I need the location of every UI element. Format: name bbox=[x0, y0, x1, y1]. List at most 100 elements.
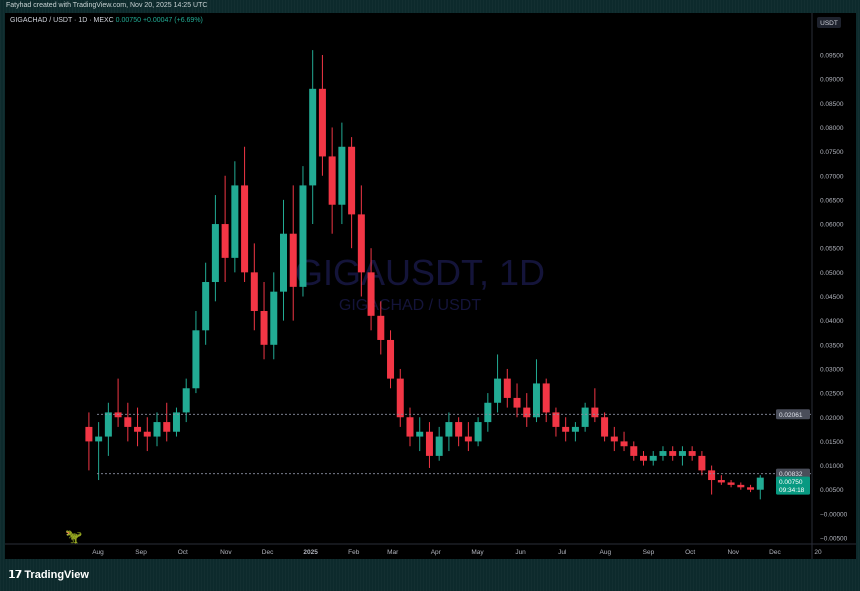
price-tick-label: 0.09000 bbox=[820, 77, 844, 84]
candle-body bbox=[231, 185, 239, 258]
candle-body bbox=[610, 436, 618, 442]
candle bbox=[494, 354, 502, 413]
candle-body bbox=[367, 272, 375, 316]
time-tick-label: Oct bbox=[178, 549, 188, 556]
tradingview-brand: TradingView bbox=[24, 568, 89, 581]
candle bbox=[747, 484, 755, 493]
currency-badge[interactable] bbox=[817, 17, 841, 28]
candle bbox=[717, 475, 725, 485]
price-axis[interactable]: 0.09500 0.09000 0.08500 0.08000 0.07500 0.070… bbox=[820, 53, 848, 543]
candle bbox=[143, 417, 151, 452]
candle bbox=[727, 480, 735, 488]
candle-body bbox=[484, 402, 492, 423]
level-price-badge bbox=[776, 468, 810, 479]
candle bbox=[630, 441, 638, 461]
candle bbox=[484, 393, 492, 432]
time-tick-label: Sep bbox=[643, 549, 655, 556]
bar-countdown-label: 09:34:18 bbox=[779, 487, 805, 494]
candle bbox=[601, 412, 609, 442]
candle-body bbox=[591, 407, 599, 418]
symbol-legend[interactable]: GIGACHAD / USDT · 1D · MEXC 0.00750 +0.0… bbox=[10, 17, 203, 24]
time-tick-label: Nov bbox=[727, 549, 739, 556]
price-tick-label: 0.00500 bbox=[820, 487, 844, 494]
candle bbox=[367, 248, 375, 331]
symbol-name: GIGACHAD / USDT · 1D · MEXC bbox=[10, 17, 114, 24]
candle-body bbox=[649, 455, 657, 461]
candle bbox=[581, 402, 589, 432]
candle-body bbox=[143, 431, 151, 437]
candle-body bbox=[270, 291, 278, 345]
candle bbox=[357, 185, 365, 297]
candle-body bbox=[640, 455, 648, 461]
price-tick-label: 0.08500 bbox=[820, 101, 844, 108]
candle-body bbox=[474, 422, 482, 442]
candle bbox=[640, 451, 648, 466]
time-tick-label: Apr bbox=[431, 549, 442, 556]
time-tick-label: Jul bbox=[558, 549, 567, 556]
watermark: GIGAUSDT, 1D GIGACHAD / USDT bbox=[295, 252, 545, 314]
tradingview-logo[interactable]: 𝟭𝟳 TradingView bbox=[8, 568, 89, 582]
candle-body bbox=[620, 441, 628, 447]
candle-body bbox=[172, 412, 180, 432]
time-axis[interactable]: Aug Sep Oct Nov Dec 2025 Feb Mar Apr May Jun Jul Aug… bbox=[92, 549, 822, 556]
candle bbox=[513, 383, 521, 418]
chart-credit: Fatyhad created with TradingView.com, No… bbox=[6, 2, 208, 9]
candle-body bbox=[678, 451, 686, 456]
price-tick-label: 0.03000 bbox=[820, 366, 844, 373]
candle-body bbox=[445, 422, 453, 437]
price-tick-label: 0.04500 bbox=[820, 294, 844, 301]
level-price-badge bbox=[776, 409, 810, 420]
candle bbox=[416, 417, 424, 452]
candlestick-chart[interactable]: GIGAUSDT, 1D GIGACHAD / USDT 0.095000.09… bbox=[5, 13, 856, 559]
candle bbox=[163, 402, 171, 442]
candle bbox=[396, 368, 404, 427]
candle-body bbox=[192, 330, 200, 389]
candle bbox=[737, 482, 745, 490]
candle-body bbox=[581, 407, 589, 427]
tradingview-logo-icon: 𝟭𝟳 bbox=[8, 569, 22, 581]
candle-body bbox=[659, 451, 667, 456]
candle-body bbox=[153, 422, 161, 437]
candle bbox=[620, 431, 628, 452]
price-tick-label: 0.01000 bbox=[820, 463, 844, 470]
candle bbox=[172, 407, 180, 437]
current-price-label: 0.00750 bbox=[779, 479, 803, 486]
candle bbox=[474, 417, 482, 447]
candle bbox=[562, 417, 570, 442]
candle-body bbox=[134, 426, 142, 432]
chart-frame[interactable]: GIGAUSDT, 1D GIGACHAD / USDT 0.09500 0.09… bbox=[5, 13, 856, 559]
time-tick-label: May bbox=[471, 549, 484, 556]
currency-label: USDT bbox=[820, 20, 838, 27]
time-tick-label: Oct bbox=[685, 549, 695, 556]
time-tick-label: Jun bbox=[515, 549, 526, 556]
candle bbox=[425, 422, 433, 468]
candle-body bbox=[241, 185, 249, 273]
candle bbox=[610, 426, 618, 452]
candle-body bbox=[630, 446, 638, 456]
candle bbox=[659, 446, 667, 461]
candle-body bbox=[95, 436, 103, 442]
candle-body bbox=[698, 455, 706, 471]
candle-body bbox=[85, 426, 93, 442]
candle-body bbox=[396, 378, 404, 418]
candle-body bbox=[552, 412, 560, 427]
candle-body bbox=[124, 417, 132, 427]
price-tick-label: −0.00500 bbox=[820, 536, 848, 543]
candle bbox=[299, 166, 307, 297]
candle-body bbox=[494, 378, 502, 403]
candle bbox=[698, 451, 706, 476]
candle bbox=[377, 301, 385, 355]
last-price: 0.00750 bbox=[115, 17, 141, 24]
candle bbox=[387, 330, 395, 389]
candle bbox=[250, 243, 258, 331]
candle bbox=[503, 368, 511, 408]
time-tick-label: Feb bbox=[348, 549, 360, 556]
candle-body bbox=[416, 431, 424, 437]
candle-body bbox=[571, 426, 579, 432]
horizontal-lines bbox=[97, 413, 812, 475]
price-tick-label: 0.07000 bbox=[820, 173, 844, 180]
time-tick-label: 2025 bbox=[303, 549, 318, 556]
candle bbox=[406, 407, 414, 447]
candle-body bbox=[542, 383, 550, 413]
